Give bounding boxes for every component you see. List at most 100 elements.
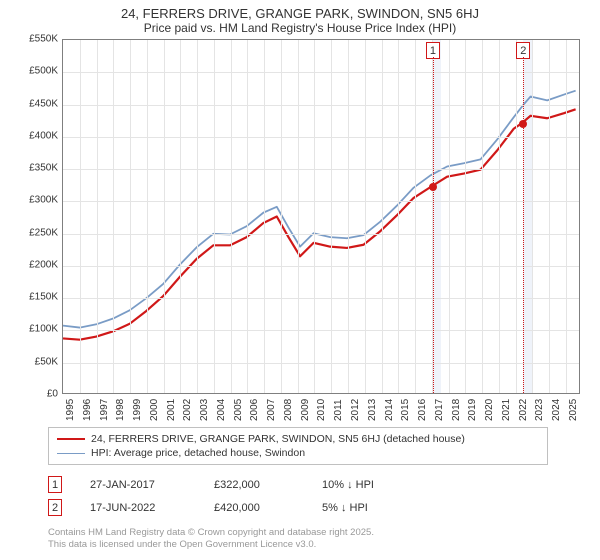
- gridline-vertical: [113, 40, 114, 393]
- gridline-vertical: [197, 40, 198, 393]
- gridline-vertical: [415, 40, 416, 393]
- y-axis-tick-label: £200K: [29, 259, 58, 270]
- gridline-vertical: [164, 40, 165, 393]
- x-axis-tick-label: 2003: [199, 399, 210, 421]
- gridline-vertical: [549, 40, 550, 393]
- x-axis-tick-label: 2025: [568, 399, 579, 421]
- y-axis-tick-label: £250K: [29, 227, 58, 238]
- gridline-horizontal: [63, 330, 579, 331]
- gridline-horizontal: [63, 105, 579, 106]
- x-axis-tick-label: 2007: [266, 399, 277, 421]
- y-axis-tick-label: £300K: [29, 195, 58, 206]
- gridline-vertical: [449, 40, 450, 393]
- gridline-vertical: [214, 40, 215, 393]
- x-axis-tick-label: 2021: [501, 399, 512, 421]
- y-axis-tick-label: £550K: [29, 34, 58, 45]
- gridline-vertical: [80, 40, 81, 393]
- plot-area: 12: [62, 39, 580, 394]
- x-axis-tick-label: 2010: [316, 399, 327, 421]
- footer-line-1: Contains HM Land Registry data © Crown c…: [48, 527, 600, 539]
- legend-box: 24, FERRERS DRIVE, GRANGE PARK, SWINDON,…: [48, 427, 548, 465]
- y-axis-tick-label: £500K: [29, 66, 58, 77]
- gridline-vertical: [130, 40, 131, 393]
- footer-line-2: This data is licensed under the Open Gov…: [48, 539, 600, 551]
- title-line-1: 24, FERRERS DRIVE, GRANGE PARK, SWINDON,…: [0, 6, 600, 21]
- chart-container: 12 £0£50K£100K£150K£200K£250K£300K£350K£…: [20, 39, 580, 421]
- chart-marker-line: [523, 57, 524, 393]
- gridline-vertical: [147, 40, 148, 393]
- sale-row: 1 27-JAN-2017 £322,000 10% ↓ HPI: [48, 473, 600, 496]
- y-axis-tick-label: £100K: [29, 324, 58, 335]
- gridline-horizontal: [63, 169, 579, 170]
- gridline-vertical: [314, 40, 315, 393]
- sales-table: 1 27-JAN-2017 £322,000 10% ↓ HPI 2 17-JU…: [48, 473, 600, 519]
- x-axis-tick-label: 1996: [82, 399, 93, 421]
- legend-label: 24, FERRERS DRIVE, GRANGE PARK, SWINDON,…: [91, 433, 465, 445]
- gridline-horizontal: [63, 298, 579, 299]
- x-axis-tick-label: 2006: [249, 399, 260, 421]
- gridline-vertical: [264, 40, 265, 393]
- sale-price: £322,000: [214, 479, 294, 491]
- x-axis-tick-label: 2001: [166, 399, 177, 421]
- x-axis-tick-label: 2014: [384, 399, 395, 421]
- gridline-vertical: [382, 40, 383, 393]
- y-axis-tick-label: £0: [47, 389, 58, 400]
- legend-swatch: [57, 438, 85, 440]
- sale-date: 17-JUN-2022: [90, 502, 186, 514]
- gridline-horizontal: [63, 266, 579, 267]
- gridline-vertical: [281, 40, 282, 393]
- y-axis-tick-label: £450K: [29, 98, 58, 109]
- gridline-vertical: [398, 40, 399, 393]
- x-axis-tick-label: 2008: [283, 399, 294, 421]
- gridline-vertical: [231, 40, 232, 393]
- chart-title-block: 24, FERRERS DRIVE, GRANGE PARK, SWINDON,…: [0, 0, 600, 35]
- sale-row: 2 17-JUN-2022 £420,000 5% ↓ HPI: [48, 496, 600, 519]
- sale-change: 5% ↓ HPI: [322, 502, 412, 514]
- gridline-vertical: [365, 40, 366, 393]
- x-axis-tick-label: 2012: [350, 399, 361, 421]
- legend-item: 24, FERRERS DRIVE, GRANGE PARK, SWINDON,…: [57, 432, 539, 446]
- x-axis-tick-label: 2016: [417, 399, 428, 421]
- gridline-horizontal: [63, 234, 579, 235]
- chart-marker-dot: [519, 120, 527, 128]
- gridline-vertical: [331, 40, 332, 393]
- legend-item: HPI: Average price, detached house, Swin…: [57, 446, 539, 460]
- gridline-vertical: [348, 40, 349, 393]
- x-axis-tick-label: 2019: [467, 399, 478, 421]
- x-axis-tick-label: 1999: [132, 399, 143, 421]
- gridline-vertical: [465, 40, 466, 393]
- sale-change: 10% ↓ HPI: [322, 479, 412, 491]
- chart-marker-line: [433, 57, 434, 393]
- x-axis-tick-label: 2002: [182, 399, 193, 421]
- gridline-vertical: [97, 40, 98, 393]
- gridline-vertical: [247, 40, 248, 393]
- x-axis-tick-label: 2011: [333, 399, 344, 421]
- gridline-vertical: [482, 40, 483, 393]
- sale-price: £420,000: [214, 502, 294, 514]
- gridline-vertical: [516, 40, 517, 393]
- footer-attribution: Contains HM Land Registry data © Crown c…: [48, 527, 600, 551]
- sale-marker-box: 2: [48, 499, 62, 516]
- x-axis-tick-label: 2000: [149, 399, 160, 421]
- title-line-2: Price paid vs. HM Land Registry's House …: [0, 21, 600, 35]
- gridline-vertical: [532, 40, 533, 393]
- legend-swatch: [57, 453, 85, 454]
- x-axis-tick-label: 2022: [518, 399, 529, 421]
- gridline-vertical: [499, 40, 500, 393]
- x-axis-tick-label: 1995: [65, 399, 76, 421]
- y-axis-tick-label: £150K: [29, 292, 58, 303]
- x-axis-tick-label: 1997: [99, 399, 110, 421]
- y-axis-tick-label: £400K: [29, 130, 58, 141]
- x-axis-tick-label: 2018: [451, 399, 462, 421]
- chart-marker-dot: [429, 183, 437, 191]
- x-axis-tick-label: 1998: [115, 399, 126, 421]
- line-series-svg: [63, 40, 579, 393]
- sale-marker-box: 1: [48, 476, 62, 493]
- legend-label: HPI: Average price, detached house, Swin…: [91, 447, 305, 459]
- x-axis-tick-label: 2005: [233, 399, 244, 421]
- gridline-vertical: [298, 40, 299, 393]
- x-axis-tick-label: 2013: [367, 399, 378, 421]
- x-axis-tick-label: 2024: [551, 399, 562, 421]
- y-axis-tick-label: £350K: [29, 163, 58, 174]
- gridline-horizontal: [63, 72, 579, 73]
